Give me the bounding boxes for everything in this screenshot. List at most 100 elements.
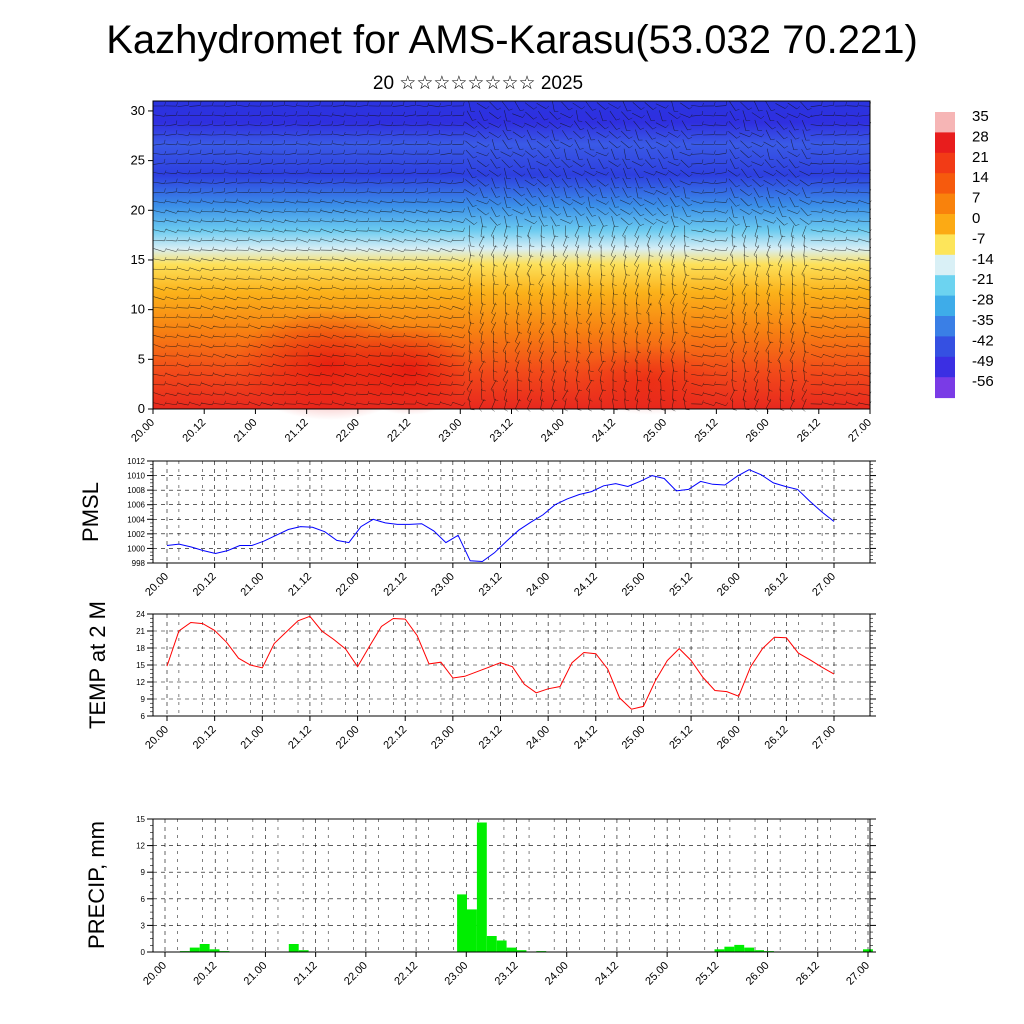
heatmap-y-axis: 0 5 10 15 20 25 30 xyxy=(131,103,153,416)
heatmap-warm-core xyxy=(350,325,470,415)
precip-x-tick-label: 21.00 xyxy=(242,960,270,988)
heatmap-x-axis: 20.00 20.12 21.00 21.12 22.00 22.12 23.00 23.12… xyxy=(129,409,874,445)
temp-x-tick-label: 23.12 xyxy=(477,724,505,752)
precip-y-tick-label: 0 xyxy=(141,948,146,957)
temp-x-tick-label: 27.00 xyxy=(810,724,838,752)
precip-bar xyxy=(496,940,507,952)
precip-bar xyxy=(744,947,755,952)
colorbar-swatch xyxy=(935,336,955,358)
precip-y-tick-label: 9 xyxy=(141,868,146,877)
precip-y-tick-label: 3 xyxy=(141,921,146,930)
pmsl-y-tick-label: 1012 xyxy=(127,457,145,466)
pmsl-x-tick-label: 24.12 xyxy=(572,571,600,599)
colorbar-swatch xyxy=(935,193,955,215)
precip-bar xyxy=(516,950,527,952)
wind-barbs xyxy=(153,100,872,412)
pmsl-y-tick-label: 1000 xyxy=(127,544,145,553)
temp-x-tick-label: 25.00 xyxy=(620,724,648,752)
heatmap-x-tick-label: 26.12 xyxy=(795,417,823,445)
colorbar-swatch xyxy=(935,234,955,256)
temp-panel: TEMP at 2 M 6 9 12 15 18 21 24 20.00 20.12 21.00… xyxy=(85,601,876,752)
pmsl-series-line xyxy=(166,469,835,563)
temp-x-tick-label: 21.00 xyxy=(238,724,266,752)
colorbar-label: -42 xyxy=(972,332,994,349)
heatmap-y-tick-label: 25 xyxy=(131,153,145,168)
heatmap-y-tick-label: 30 xyxy=(131,103,145,118)
pmsl-y-tick-label: 1006 xyxy=(127,501,145,510)
colorbar-swatch xyxy=(935,254,955,276)
colorbar-label: -56 xyxy=(972,373,994,390)
precip-bar xyxy=(209,949,220,952)
heatmap-y-tick-label: 15 xyxy=(131,252,145,267)
colorbar-swatch xyxy=(935,377,955,399)
colorbar-label: -35 xyxy=(972,312,994,329)
pmsl-x-tick-label: 20.12 xyxy=(191,571,219,599)
pmsl-x-tick-label: 21.12 xyxy=(286,571,314,599)
precip-bar xyxy=(457,894,467,952)
pmsl-x-tick-label: 25.12 xyxy=(667,571,695,599)
precip-bar xyxy=(506,947,517,952)
temp-x-tick-label: 26.00 xyxy=(715,724,743,752)
precip-x-tick-label: 21.12 xyxy=(292,960,320,988)
colorbar-label: 28 xyxy=(972,128,989,145)
colorbar-label: 21 xyxy=(972,149,989,166)
precip-x-tick-label: 27.00 xyxy=(844,960,872,988)
pmsl-y-tick-label: 1010 xyxy=(127,472,145,481)
temp-x-tick-label: 21.12 xyxy=(286,724,314,752)
colorbar-label: -28 xyxy=(972,292,994,309)
colorbar-label: -21 xyxy=(972,271,994,288)
heatmap-y-tick-label: 5 xyxy=(138,351,145,366)
precip-x-tick-label: 20.00 xyxy=(141,960,169,988)
temp-y-tick-label: 24 xyxy=(136,610,145,619)
pmsl-x-tick-label: 25.00 xyxy=(620,571,648,599)
pmsl-x-tick-label: 21.00 xyxy=(238,571,266,599)
heatmap-x-tick-label: 24.00 xyxy=(539,417,567,445)
colorbar-swatch xyxy=(935,275,955,297)
temp-x-tick-label: 22.12 xyxy=(381,724,409,752)
heatmap-x-tick-label: 20.12 xyxy=(180,417,208,445)
precip-x-tick-label: 22.12 xyxy=(392,960,420,988)
precip-x-tick-label: 26.12 xyxy=(794,960,822,988)
temp-series-line xyxy=(166,615,835,710)
temp-y-tick-label: 12 xyxy=(136,678,145,687)
heatmap-x-tick-label: 26.00 xyxy=(744,417,772,445)
heatmap-x-tick-label: 23.12 xyxy=(488,417,516,445)
precip-x-tick-label: 26.00 xyxy=(744,960,772,988)
chart-title: Kazhydromet for AMS-Karasu(53.032 70.221… xyxy=(106,18,918,62)
precip-bar xyxy=(298,950,309,952)
colorbar-swatch xyxy=(935,295,955,317)
temp-x-tick-label: 20.00 xyxy=(143,724,171,752)
pmsl-x-tick-label: 26.12 xyxy=(763,571,791,599)
precip-bar xyxy=(734,944,745,952)
precip-x-tick-label: 20.12 xyxy=(191,960,219,988)
pmsl-y-tick-label: 1004 xyxy=(127,515,145,524)
pmsl-x-tick-label: 26.00 xyxy=(715,571,743,599)
pmsl-x-tick-label: 27.00 xyxy=(810,571,838,599)
precip-bar xyxy=(486,936,497,952)
colorbar-swatch xyxy=(935,356,955,378)
pmsl-x-tick-label: 22.00 xyxy=(334,571,362,599)
precip-bar xyxy=(199,944,210,952)
heatmap-x-tick-label: 25.00 xyxy=(641,417,669,445)
heatmap-y-tick-label: 0 xyxy=(138,401,145,416)
precip-bar xyxy=(863,949,873,952)
pmsl-x-tick-label: 23.00 xyxy=(429,571,457,599)
pmsl-y-tick-label: 1008 xyxy=(127,486,145,495)
heatmap-x-tick-label: 21.12 xyxy=(283,417,311,445)
precip-bar xyxy=(288,944,299,952)
precip-frame xyxy=(152,818,871,953)
temp-y-tick-label: 18 xyxy=(136,644,145,653)
precip-bar xyxy=(754,950,764,952)
heatmap-x-tick-label: 20.00 xyxy=(129,417,157,445)
temp-y-tick-label: 9 xyxy=(141,695,146,704)
colorbar-swatch xyxy=(935,214,955,235)
heatmap-y-tick-label: 20 xyxy=(131,202,145,217)
colorbar-swatch xyxy=(935,152,955,174)
temp-x-tick-label: 26.12 xyxy=(763,724,791,752)
precip-x-tick-label: 22.00 xyxy=(342,960,370,988)
colorbar-label: 7 xyxy=(972,190,980,207)
temp-axis-label: TEMP at 2 M xyxy=(85,601,110,729)
temp-y-tick-label: 21 xyxy=(136,627,145,636)
heatmap-x-tick-label: 25.12 xyxy=(693,417,721,445)
